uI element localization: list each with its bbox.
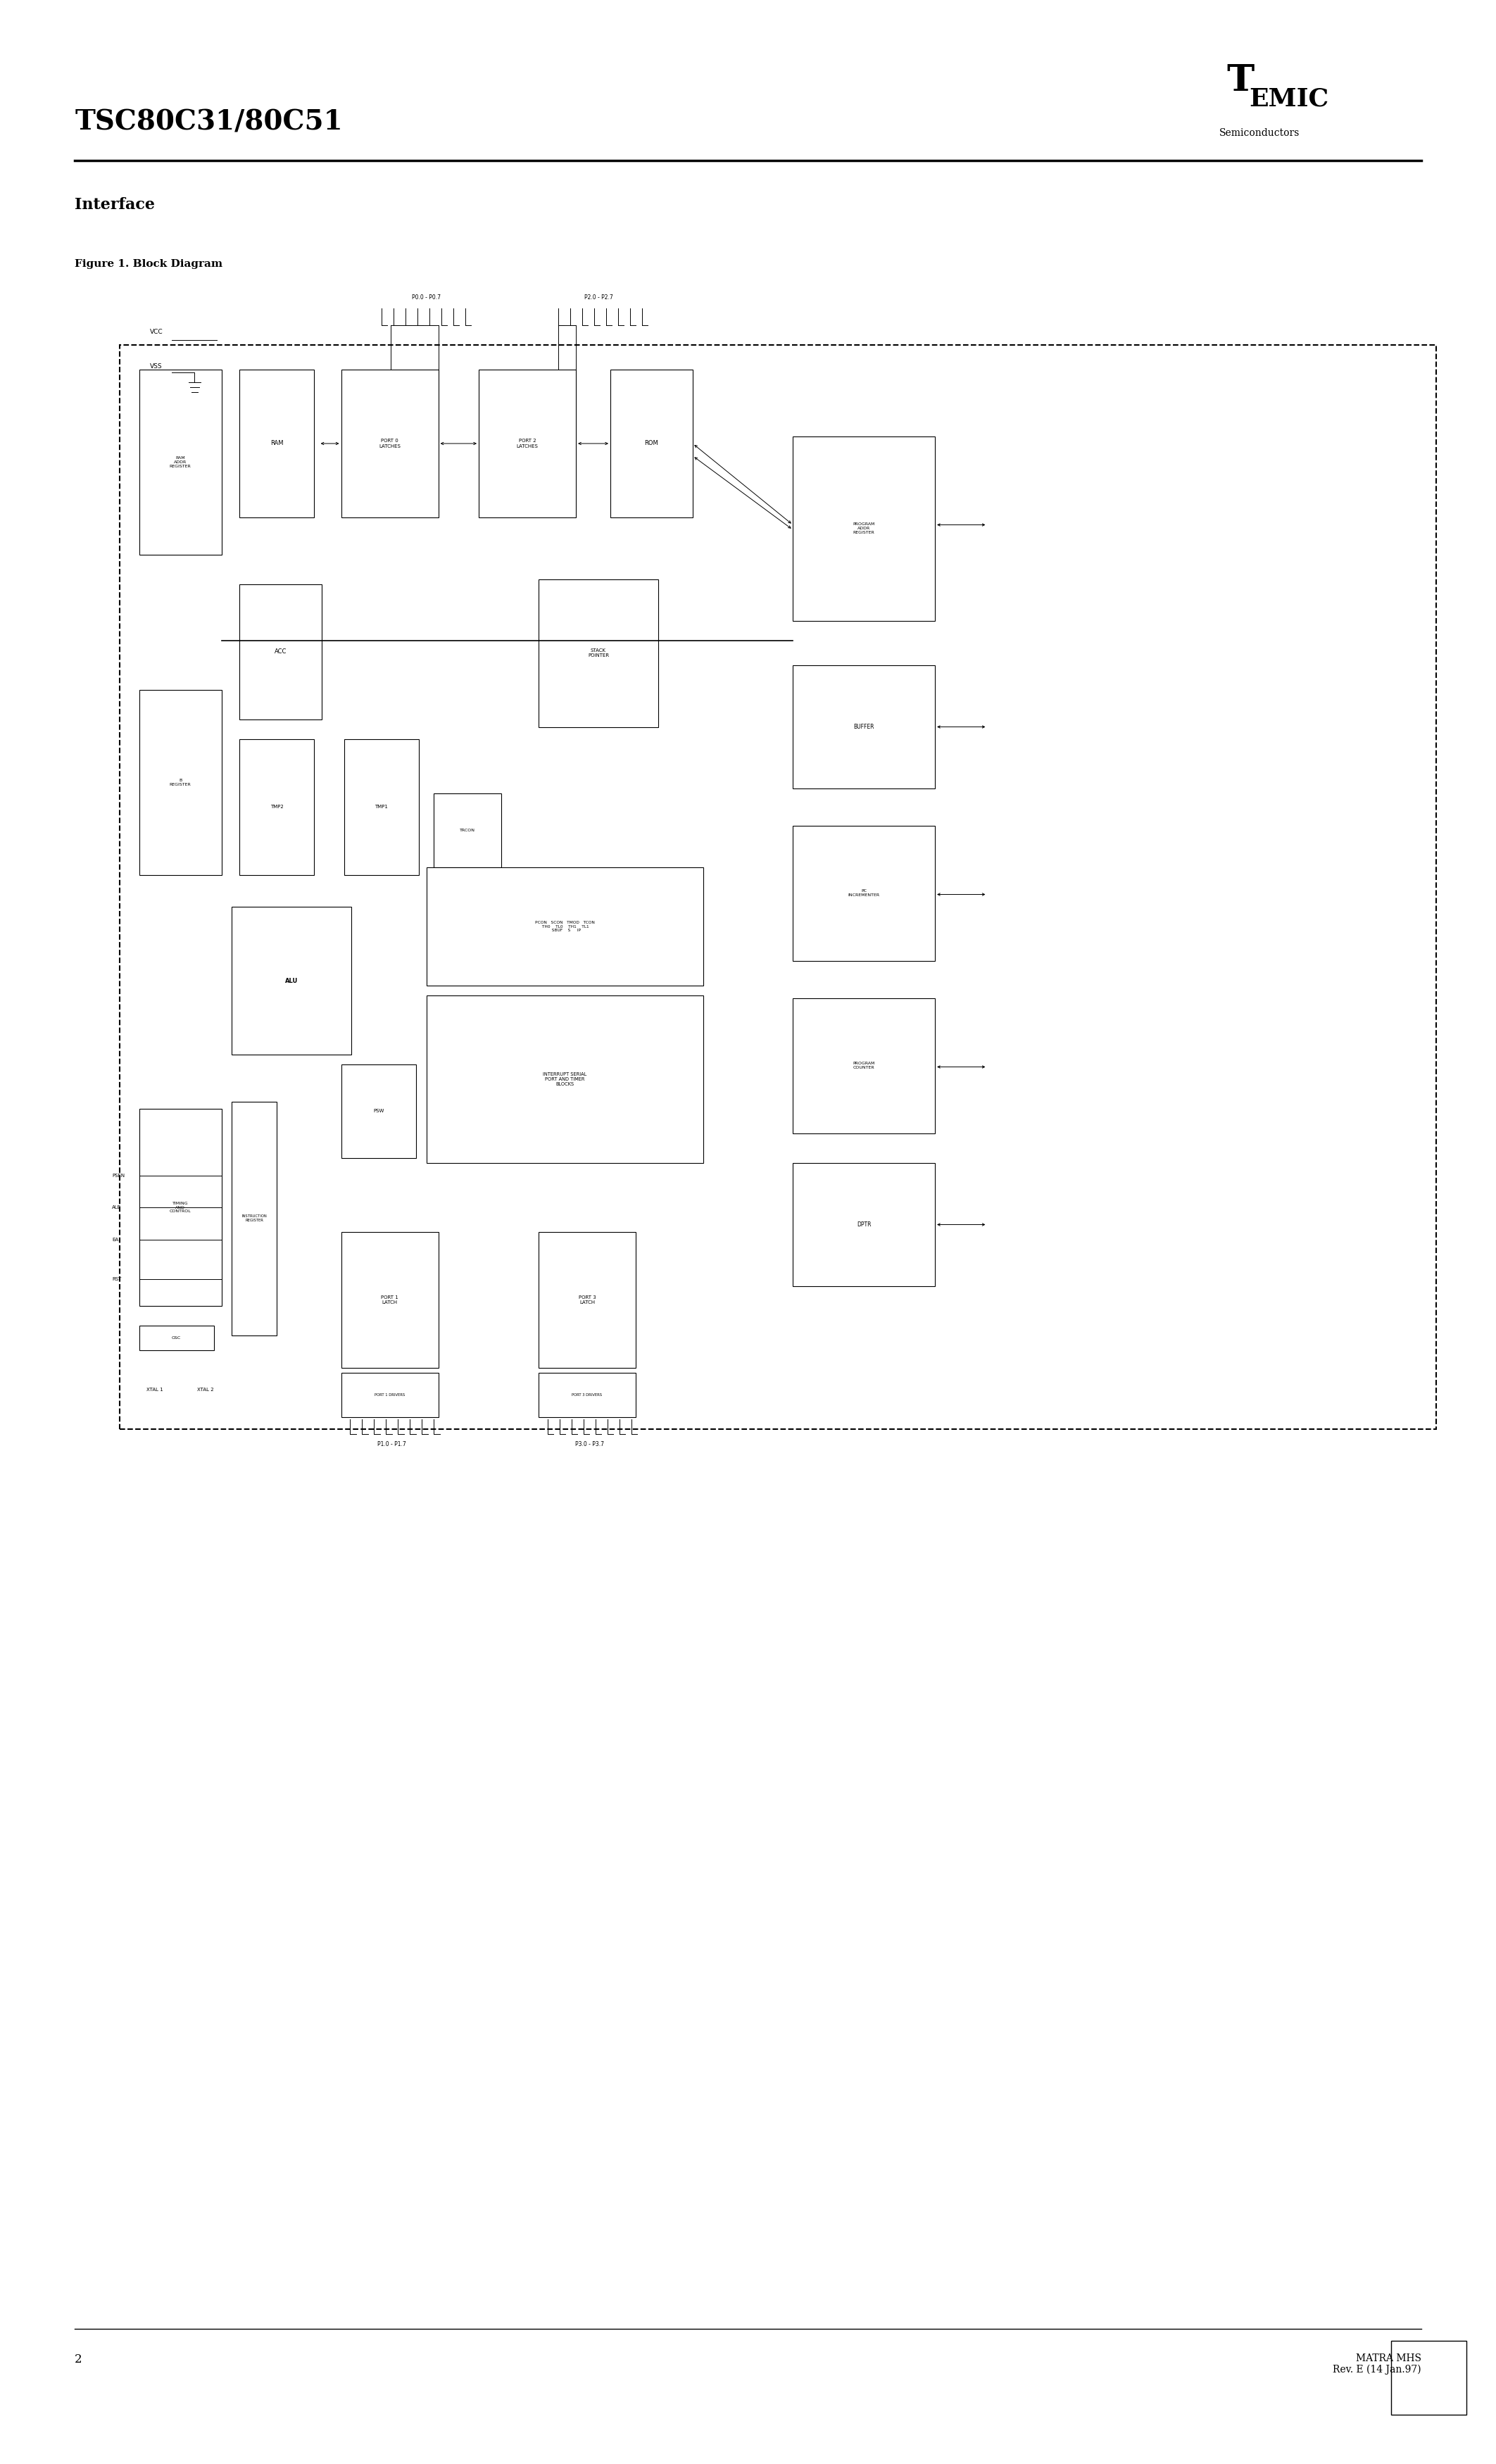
Text: ALE: ALE (112, 1205, 121, 1210)
Text: PSW: PSW (373, 1109, 384, 1114)
Text: INTERRUPT SERIAL
PORT AND TIMER
BLOCKS: INTERRUPT SERIAL PORT AND TIMER BLOCKS (543, 1072, 586, 1087)
Text: PROGRAM
COUNTER: PROGRAM COUNTER (853, 1062, 875, 1069)
Text: PORT 1 DRIVERS: PORT 1 DRIVERS (374, 1392, 405, 1397)
Text: TRCON: TRCON (459, 828, 476, 833)
Text: PORT 3 DRIVERS: PORT 3 DRIVERS (571, 1392, 603, 1397)
Text: PSEN: PSEN (112, 1173, 126, 1178)
FancyBboxPatch shape (341, 1232, 438, 1368)
Text: ROM: ROM (645, 441, 658, 446)
FancyBboxPatch shape (139, 690, 221, 875)
FancyBboxPatch shape (139, 1109, 221, 1306)
Text: INSTRUCTION
REGISTER: INSTRUCTION REGISTER (242, 1215, 266, 1222)
Text: RAM
ADDR
REGISTER: RAM ADDR REGISTER (169, 456, 191, 468)
FancyBboxPatch shape (344, 739, 419, 875)
FancyBboxPatch shape (793, 1163, 935, 1286)
Text: RST: RST (112, 1276, 121, 1281)
Text: XTAL 1: XTAL 1 (147, 1387, 163, 1392)
FancyBboxPatch shape (341, 370, 438, 517)
FancyBboxPatch shape (232, 1101, 277, 1335)
FancyBboxPatch shape (139, 370, 221, 554)
Text: T: T (1227, 62, 1254, 99)
Text: OSC: OSC (172, 1335, 181, 1340)
FancyBboxPatch shape (239, 739, 314, 875)
Text: ACC: ACC (274, 648, 287, 655)
FancyBboxPatch shape (793, 436, 935, 621)
Bar (120, 345, 1436, 1429)
Text: PROGRAM
ADDR
REGISTER: PROGRAM ADDR REGISTER (853, 522, 875, 535)
Text: XTAL 2: XTAL 2 (197, 1387, 214, 1392)
Bar (1391, 2341, 1466, 2415)
Text: Interface: Interface (75, 197, 156, 212)
FancyBboxPatch shape (539, 1232, 636, 1368)
FancyBboxPatch shape (139, 1326, 214, 1350)
Text: Semiconductors: Semiconductors (1219, 128, 1300, 138)
Text: P0.0 - P0.7: P0.0 - P0.7 (411, 293, 441, 301)
Text: RAM: RAM (271, 441, 283, 446)
FancyBboxPatch shape (479, 370, 576, 517)
FancyBboxPatch shape (539, 1372, 636, 1417)
Text: MATRA MHS
Rev. E (14 Jan.97): MATRA MHS Rev. E (14 Jan.97) (1333, 2353, 1421, 2375)
Text: DPTR: DPTR (857, 1222, 871, 1227)
Text: PORT 0
LATCHES: PORT 0 LATCHES (378, 439, 401, 448)
FancyBboxPatch shape (539, 579, 658, 727)
Text: P1.0 - P1.7: P1.0 - P1.7 (377, 1441, 407, 1449)
FancyBboxPatch shape (239, 370, 314, 517)
FancyBboxPatch shape (232, 907, 352, 1055)
Text: Figure 1. Block Diagram: Figure 1. Block Diagram (75, 259, 223, 269)
FancyBboxPatch shape (434, 793, 501, 867)
Text: EA: EA (112, 1237, 118, 1242)
FancyBboxPatch shape (793, 665, 935, 788)
Text: B
REGISTER: B REGISTER (169, 779, 191, 786)
Text: VCC: VCC (150, 328, 163, 335)
FancyBboxPatch shape (341, 1064, 416, 1158)
Text: VSS: VSS (150, 362, 162, 370)
Text: P3.0 - P3.7: P3.0 - P3.7 (574, 1441, 604, 1449)
Text: TSC80C31/80C51: TSC80C31/80C51 (75, 108, 343, 136)
Text: 2: 2 (75, 2353, 82, 2365)
Text: TMP1: TMP1 (375, 806, 387, 808)
Text: TIMING
AND
CONTROL: TIMING AND CONTROL (169, 1202, 191, 1212)
Text: PORT 1
LATCH: PORT 1 LATCH (381, 1296, 398, 1303)
Text: PCON   SCON   TMOD   TCON
 TH0    TL0    TH1    TL1
  SBUF    S     IP: PCON SCON TMOD TCON TH0 TL0 TH1 TL1 SBUF… (536, 922, 594, 931)
Text: BUFFER: BUFFER (854, 724, 874, 729)
FancyBboxPatch shape (426, 867, 703, 986)
Text: PORT 3
LATCH: PORT 3 LATCH (579, 1296, 595, 1303)
FancyBboxPatch shape (793, 825, 935, 961)
Text: EMIC: EMIC (1249, 86, 1328, 111)
FancyBboxPatch shape (426, 995, 703, 1163)
Text: PC
INCREMENTER: PC INCREMENTER (848, 890, 880, 897)
FancyBboxPatch shape (610, 370, 693, 517)
Text: TMP2: TMP2 (271, 806, 283, 808)
FancyBboxPatch shape (239, 584, 322, 719)
Text: PORT 2
LATCHES: PORT 2 LATCHES (516, 439, 539, 448)
FancyBboxPatch shape (341, 1372, 438, 1417)
Text: STACK
POINTER: STACK POINTER (588, 648, 609, 658)
FancyBboxPatch shape (793, 998, 935, 1133)
Text: P2.0 - P2.7: P2.0 - P2.7 (583, 293, 613, 301)
Text: ALU: ALU (286, 978, 298, 983)
